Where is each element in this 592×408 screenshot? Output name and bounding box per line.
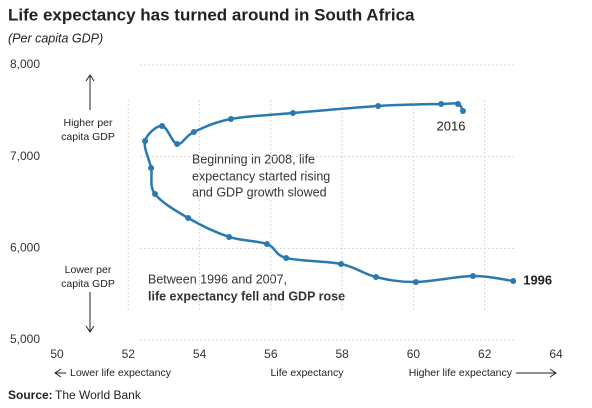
point [263,241,270,248]
y-note: Higher per [63,117,113,129]
point [438,100,445,107]
annotation: Beginning in 2008, life [192,152,315,166]
y-note: Lower per [65,264,112,276]
point [148,165,155,172]
arrow [85,292,95,333]
y-tick-label: 5,000 [10,332,40,346]
x-tick-label: 56 [264,347,278,361]
arrow [54,368,66,378]
point [375,102,382,109]
x-note: Life expectancy [271,367,345,379]
y-tick-label: 6,000 [10,241,40,255]
point [190,129,197,136]
point [412,278,419,285]
y-note: capita GDP [61,278,115,290]
point [174,141,181,148]
chart-subtitle: (Per capita GDP) [8,31,103,45]
x-tick-label: 64 [549,347,563,361]
x-tick-label: 54 [193,347,207,361]
point [289,110,296,117]
point [226,233,233,240]
y-tick-label: 7,000 [10,149,40,163]
point [142,137,149,144]
annotation: and GDP growth slowed [192,185,327,199]
arrow [85,74,95,110]
source: The World Bank [55,388,142,402]
y-tick-label: 8,000 [10,57,40,71]
point [510,277,517,284]
annotation: Between 1996 and 2007, [148,272,287,286]
x-tick-label: 60 [407,347,421,361]
chart-title: Life expectancy has turned around in Sou… [8,5,415,24]
annotation: expectancy started rising [192,169,330,183]
point-label: 2016 [437,118,466,133]
x-tick-label: 58 [335,347,349,361]
point [227,115,234,122]
arrow [516,368,557,378]
x-note: Lower life expectancy [70,367,172,379]
point-label: 1996 [523,272,552,287]
point [459,108,466,115]
point [454,100,461,107]
point [159,122,166,129]
annotation: life expectancy fell and GDP rose [148,289,345,303]
source-label: Source: [8,388,53,402]
x-note: Higher life expectancy [409,367,513,379]
x-tick-label: 52 [122,347,136,361]
x-tick-label: 50 [50,347,64,361]
point [469,273,476,280]
x-tick-label: 62 [478,347,492,361]
point [185,214,192,221]
y-note: capita GDP [61,131,115,143]
point [373,274,380,281]
point [283,254,290,261]
point [338,261,345,268]
point [152,190,159,197]
